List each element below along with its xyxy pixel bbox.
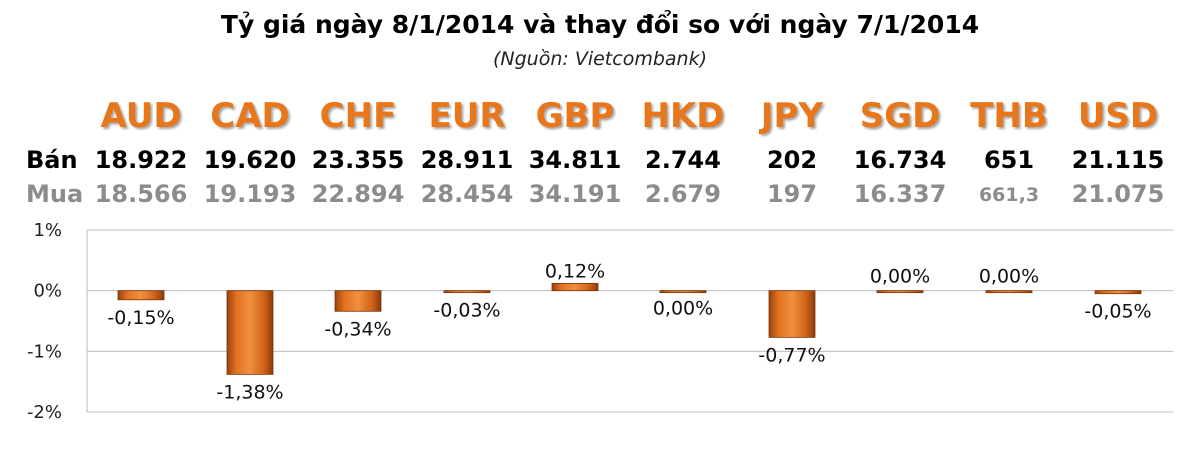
data-label-cad: -1,38% (216, 381, 283, 403)
currency-code-cad: CAD (210, 96, 290, 136)
bar-chf (334, 290, 382, 312)
buy-rate-usd: 21.075 (1071, 180, 1165, 208)
sell-rate-gbp: 34.811 (528, 146, 622, 174)
data-label-jpy: -0,77% (758, 344, 825, 366)
sell-rate-jpy: 202 (766, 146, 818, 174)
bar-cad (226, 290, 274, 375)
bars (117, 282, 1142, 375)
data-label-sgd: 0,00% (870, 266, 930, 288)
y-axis: 1% 0% -1% -2% (27, 220, 88, 423)
sell-rate-chf: 23.355 (311, 146, 405, 174)
data-label-chf: -0,34% (324, 318, 391, 340)
data-label-usd: -0,05% (1084, 301, 1151, 323)
currency-code-chf: CHF (319, 96, 397, 136)
chart-title: Tỷ giá ngày 8/1/2014 và thay đổi so với … (220, 10, 980, 39)
sell-rate-aud: 18.922 (94, 146, 188, 174)
sell-row-label: Bán (26, 146, 78, 174)
data-label-thb: 0,00% (979, 266, 1039, 288)
buy-rate-sgd: 16.337 (853, 180, 947, 208)
sell-rate-hkd: 2.744 (645, 146, 721, 174)
chart-source: (Nguồn: Vietcombank) (493, 48, 707, 70)
y-tick-label: 0% (33, 281, 62, 302)
buy-rate-thb: 661,3 (978, 184, 1040, 206)
bar-aud (117, 290, 165, 301)
y-tick-label: -1% (27, 341, 62, 362)
bar-jpy (768, 290, 816, 338)
buy-row-label: Mua (26, 180, 84, 208)
currency-code-gbp: GBP (535, 96, 615, 136)
sell-rate-cad: 19.620 (203, 146, 297, 174)
bar-usd (1094, 290, 1142, 295)
sell-rate-thb: 651 (983, 146, 1035, 174)
buy-rate-eur: 28.454 (420, 180, 514, 208)
data-label-gbp: 0,12% (545, 260, 605, 282)
data-label-eur: -0,03% (433, 300, 500, 322)
y-tick-label: 1% (33, 220, 62, 241)
bar-hkd (659, 290, 707, 294)
data-label-aud: -0,15% (107, 307, 174, 329)
currency-code-sgd: SGD (859, 96, 941, 136)
currency-code-usd: USD (1077, 96, 1159, 136)
bar-sgd (876, 290, 924, 294)
bar-eur (443, 290, 491, 294)
y-tick-label: -2% (27, 402, 62, 423)
buy-rate-gbp: 34.191 (528, 180, 622, 208)
buy-rate-aud: 18.566 (94, 180, 188, 208)
sell-rate-usd: 21.115 (1071, 146, 1165, 174)
sell-rate-sgd: 16.734 (853, 146, 947, 174)
data-label-hkd: 0,00% (653, 298, 713, 320)
currency-code-eur: EUR (428, 96, 506, 136)
currency-code-aud: AUD (100, 96, 182, 136)
currency-code-hkd: HKD (641, 96, 725, 136)
buy-rate-jpy: 197 (766, 180, 818, 208)
currency-code-jpy: JPY (760, 96, 824, 136)
buy-rate-cad: 19.193 (203, 180, 297, 208)
data-labels: -0,15% -1,38% -0,34% -0,03% 0,12% 0,00% -0,77%… (107, 260, 1151, 403)
currency-code-thb: THB (970, 96, 1048, 136)
bar-gbp (551, 282, 599, 292)
bar-thb (985, 290, 1033, 294)
sell-rate-eur: 28.911 (420, 146, 514, 174)
buy-rate-hkd: 2.679 (645, 180, 721, 208)
buy-rate-chf: 22.894 (311, 180, 405, 208)
